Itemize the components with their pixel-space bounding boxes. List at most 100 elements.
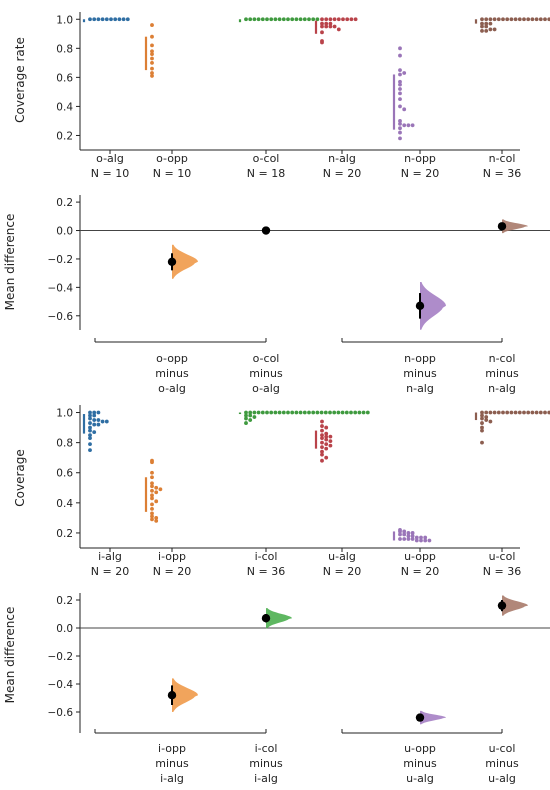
data-point (530, 410, 535, 415)
bootstrap-distribution (266, 608, 292, 629)
data-point (252, 17, 257, 22)
data-point (480, 440, 484, 445)
data-point (484, 24, 489, 29)
comparison-label: i-alg (160, 772, 184, 785)
data-point (534, 410, 539, 415)
y-axis-label: Mean difference (3, 607, 17, 704)
data-point (150, 506, 154, 511)
data-point (320, 440, 324, 445)
data-point (150, 496, 154, 501)
data-point (150, 470, 154, 475)
data-point (398, 537, 402, 541)
y-tick-label: −0.6 (48, 707, 74, 719)
data-point (265, 410, 269, 415)
data-point (150, 43, 154, 48)
data-point (480, 425, 484, 430)
data-point (398, 130, 402, 135)
data-point (526, 17, 531, 22)
comparison-label: n-alg (488, 382, 516, 395)
data-point (492, 410, 497, 415)
data-point (402, 107, 407, 112)
data-point (480, 28, 484, 33)
data-point (324, 455, 329, 460)
data-point (496, 410, 501, 415)
data-point (96, 17, 101, 22)
mean-difference-point (167, 691, 177, 700)
data-point (414, 538, 419, 543)
data-point (406, 531, 411, 535)
y-tick-label: 0.8 (56, 43, 73, 55)
data-point (398, 119, 402, 123)
data-point (480, 24, 484, 29)
data-point (324, 17, 329, 22)
comparison-label: o-col (253, 352, 280, 365)
data-point (324, 425, 329, 430)
data-point (324, 431, 329, 436)
data-point (324, 24, 329, 29)
data-point (311, 17, 316, 22)
data-point (398, 46, 402, 51)
data-point (88, 17, 92, 22)
data-point (92, 410, 97, 415)
data-point (307, 17, 311, 22)
data-point (150, 56, 154, 61)
y-tick-label: −0.6 (48, 311, 74, 323)
data-point (353, 17, 358, 22)
data-point (125, 17, 130, 22)
comparison-label: minus (403, 757, 437, 770)
data-point (320, 445, 324, 450)
data-point (365, 410, 370, 415)
data-point (488, 17, 493, 22)
data-point (150, 475, 154, 480)
data-point (344, 410, 349, 415)
data-point (398, 87, 402, 91)
group-size-label: N = 20 (153, 565, 191, 578)
data-point (96, 422, 101, 427)
data-point (361, 410, 366, 415)
data-point (336, 410, 341, 415)
comparison-label: o-opp (156, 352, 188, 365)
comparison-label: n-alg (406, 382, 434, 395)
data-point (501, 17, 505, 22)
data-point (410, 531, 415, 535)
data-point (290, 17, 295, 22)
y-axis-label: Coverage rate (13, 37, 27, 123)
data-point (320, 419, 324, 424)
data-point (154, 515, 159, 520)
data-point (150, 66, 154, 71)
y-tick-label: 0.4 (56, 101, 73, 113)
data-point (402, 529, 407, 534)
data-point (150, 60, 154, 65)
data-point (154, 485, 159, 490)
data-point (150, 23, 154, 27)
data-point (324, 434, 329, 439)
data-point (248, 418, 253, 422)
data-point (150, 460, 154, 465)
data-point (526, 410, 531, 415)
bootstrap-distribution (420, 710, 446, 725)
comparison-label: minus (485, 757, 519, 770)
data-point (406, 534, 411, 538)
data-point (320, 424, 324, 428)
data-point (332, 17, 337, 22)
data-point (505, 17, 510, 22)
data-point (349, 410, 353, 415)
x-tick-label: u-alg (328, 550, 356, 563)
y-tick-label: 1.0 (56, 408, 73, 420)
data-point (260, 410, 265, 415)
y-tick-label: −0.2 (48, 651, 74, 663)
data-point (150, 481, 154, 486)
data-point (150, 514, 154, 519)
data-point (530, 17, 535, 22)
y-tick-label: 0.0 (56, 226, 73, 238)
swarm-panel-0: 0.2 0.4 0.6 0.8 1.0 Coverage rate o-alg N = 10 o… (13, 12, 550, 180)
data-point (488, 21, 493, 26)
data-point (96, 410, 101, 415)
group-size-label: N = 36 (483, 565, 521, 578)
x-tick-label: o-opp (156, 152, 188, 165)
data-point (332, 24, 337, 29)
y-tick-label: −0.4 (48, 282, 74, 294)
data-point (538, 410, 543, 415)
data-point (320, 30, 324, 35)
